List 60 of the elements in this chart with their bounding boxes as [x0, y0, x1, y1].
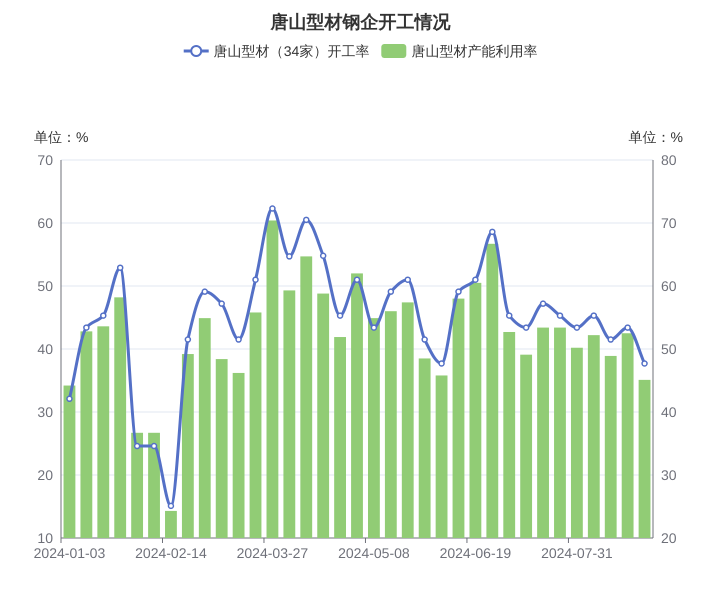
y2-tick-label: 60 — [661, 278, 677, 294]
point — [354, 276, 360, 283]
point — [336, 312, 344, 319]
y2-tick-label: 80 — [661, 152, 677, 168]
point — [624, 324, 631, 331]
point — [404, 276, 411, 283]
y2-tick-label: 70 — [661, 215, 677, 231]
point — [320, 252, 326, 260]
x-tick-label: 2024-07-31 — [541, 545, 613, 561]
y-tick-label: 10 — [37, 530, 54, 546]
y-tick-label: 50 — [37, 278, 54, 294]
point — [83, 324, 90, 331]
y2-tick-label: 40 — [661, 404, 677, 420]
point — [184, 336, 192, 343]
point — [641, 360, 648, 367]
y-tick-label: 60 — [37, 215, 54, 231]
x-tick-label: 2024-06-19 — [440, 545, 512, 561]
point — [269, 205, 276, 212]
point — [472, 276, 479, 283]
point — [574, 324, 580, 331]
point — [252, 276, 259, 283]
legend-label: 唐山型材（34家）开工率 — [214, 43, 370, 59]
x-tick-label: 2024-05-08 — [338, 545, 410, 561]
point — [506, 312, 512, 319]
legend-label: 唐山型材产能利用率 — [411, 43, 538, 59]
point — [168, 502, 174, 510]
y2-axis-title: 单位：% — [628, 129, 683, 145]
chart-title: 唐山型材钢企开工情况 — [270, 12, 452, 32]
y2-tick-label: 30 — [661, 467, 677, 483]
y-tick-label: 20 — [37, 467, 54, 483]
point — [370, 324, 378, 331]
point — [489, 228, 496, 236]
point — [134, 442, 140, 450]
point — [218, 300, 225, 307]
y-tick-label: 40 — [37, 341, 54, 357]
y-tick-label: 30 — [37, 404, 54, 420]
point — [455, 288, 462, 295]
x-tick-label: 2024-01-03 — [34, 545, 106, 561]
point — [202, 288, 208, 295]
point — [100, 312, 107, 319]
x-tick-label: 2024-02-14 — [135, 545, 207, 561]
y-tick-label: 70 — [37, 152, 54, 168]
point — [607, 336, 614, 343]
point — [286, 253, 293, 260]
point — [540, 300, 546, 307]
point — [303, 216, 310, 224]
point — [388, 288, 394, 295]
point — [556, 312, 564, 319]
point — [116, 264, 124, 271]
y-axis-title: 单位：% — [34, 129, 88, 145]
point — [235, 336, 242, 343]
x-tick-label: 2024-03-27 — [236, 545, 308, 561]
point — [590, 312, 598, 319]
point — [150, 442, 158, 450]
point — [421, 336, 428, 343]
y2-tick-label: 20 — [661, 530, 677, 546]
y2-tick-label: 50 — [661, 341, 677, 357]
point — [522, 324, 530, 331]
point — [438, 360, 445, 367]
point — [66, 396, 73, 402]
